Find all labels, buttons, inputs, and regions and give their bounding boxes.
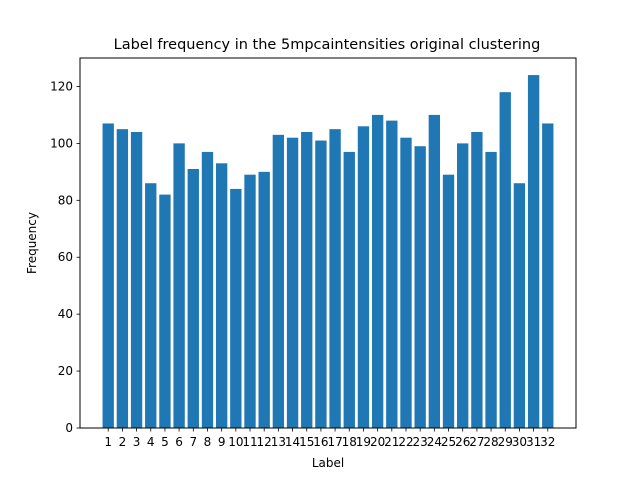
- x-tick-label: 1: [104, 435, 112, 449]
- x-tick-label: 17: [327, 435, 342, 449]
- bar-27: [471, 132, 483, 428]
- x-tick-label: 24: [427, 435, 442, 449]
- bar-7: [187, 169, 199, 428]
- bar-18: [343, 151, 355, 429]
- x-tick-label: 30: [512, 435, 527, 449]
- bar-28: [485, 151, 497, 429]
- bar-16: [315, 140, 327, 429]
- bar-19: [357, 126, 370, 428]
- y-axis-label: Frequency: [25, 212, 39, 274]
- y-tick-label: 20: [58, 364, 73, 378]
- x-tick-label: 32: [540, 435, 555, 449]
- y-tick-label: 120: [50, 79, 73, 93]
- x-tick-label: 16: [313, 435, 328, 449]
- x-tick-label: 19: [356, 435, 371, 449]
- x-tick-label: 27: [469, 435, 484, 449]
- bar-12: [258, 171, 270, 428]
- bar-9: [215, 163, 228, 428]
- x-tick-label: 14: [285, 435, 300, 449]
- x-tick-label: 4: [147, 435, 155, 449]
- bar-26: [457, 143, 469, 428]
- bar-2: [116, 129, 129, 428]
- plot-area-frame: [79, 57, 577, 429]
- y-axis-ticks: 0 20 40 60 80 100 120: [50, 79, 80, 435]
- bar-32: [542, 123, 554, 429]
- bar-6: [173, 143, 185, 428]
- x-tick-label: 5: [161, 435, 169, 449]
- bar-25: [442, 174, 455, 428]
- bar-29: [499, 92, 511, 429]
- bars-group: [102, 75, 554, 429]
- x-tick-label: 7: [189, 435, 197, 449]
- x-tick-label: 9: [218, 435, 226, 449]
- x-tick-label: 20: [370, 435, 385, 449]
- bar-23: [414, 146, 426, 429]
- x-tick-label: 23: [413, 435, 428, 449]
- bar-15: [301, 132, 313, 428]
- bar-11: [244, 174, 256, 428]
- x-tick-label: 11: [242, 435, 257, 449]
- y-tick-label: 100: [50, 136, 73, 150]
- bar-24: [428, 114, 441, 429]
- bar-3: [130, 132, 143, 428]
- x-tick-label: 15: [299, 435, 314, 449]
- x-axis-ticks: 1 2 3 4 5 6 7 8 9 1011121314151617181920212223242…: [104, 428, 555, 449]
- bar-10: [230, 188, 242, 428]
- bar-4: [145, 183, 157, 428]
- x-tick-label: 13: [271, 435, 286, 449]
- x-tick-label: 29: [498, 435, 513, 449]
- x-tick-label: 8: [204, 435, 212, 449]
- bar-1: [102, 123, 114, 429]
- bar-14: [286, 137, 299, 428]
- chart-title: Label frequency in the 5mpcaintensities …: [114, 37, 541, 53]
- x-tick-label: 10: [228, 435, 243, 449]
- y-tick-label: 80: [58, 193, 73, 207]
- x-tick-label: 2: [119, 435, 127, 449]
- bar-17: [329, 129, 341, 428]
- x-tick-label: 31: [526, 435, 541, 449]
- x-tick-label: 6: [175, 435, 183, 449]
- x-tick-label: 21: [384, 435, 399, 449]
- bar-13: [272, 134, 285, 428]
- bar-21: [386, 120, 398, 429]
- x-tick-label: 12: [257, 435, 272, 449]
- bar-20: [371, 114, 384, 429]
- bar-5: [159, 194, 171, 428]
- y-tick-label: 0: [65, 421, 73, 435]
- x-tick-label: 26: [455, 435, 470, 449]
- bar-22: [400, 137, 412, 428]
- bar-31: [527, 75, 540, 428]
- y-tick-label: 40: [58, 307, 73, 321]
- x-tick-label: 28: [483, 435, 498, 449]
- bar-30: [513, 183, 526, 428]
- y-tick-label: 60: [58, 250, 73, 264]
- x-axis-label: Label: [312, 456, 344, 470]
- bar-8: [201, 151, 214, 429]
- x-tick-label: 18: [342, 435, 357, 449]
- x-tick-label: 25: [441, 435, 456, 449]
- x-tick-label: 3: [133, 435, 141, 449]
- x-tick-label: 22: [398, 435, 413, 449]
